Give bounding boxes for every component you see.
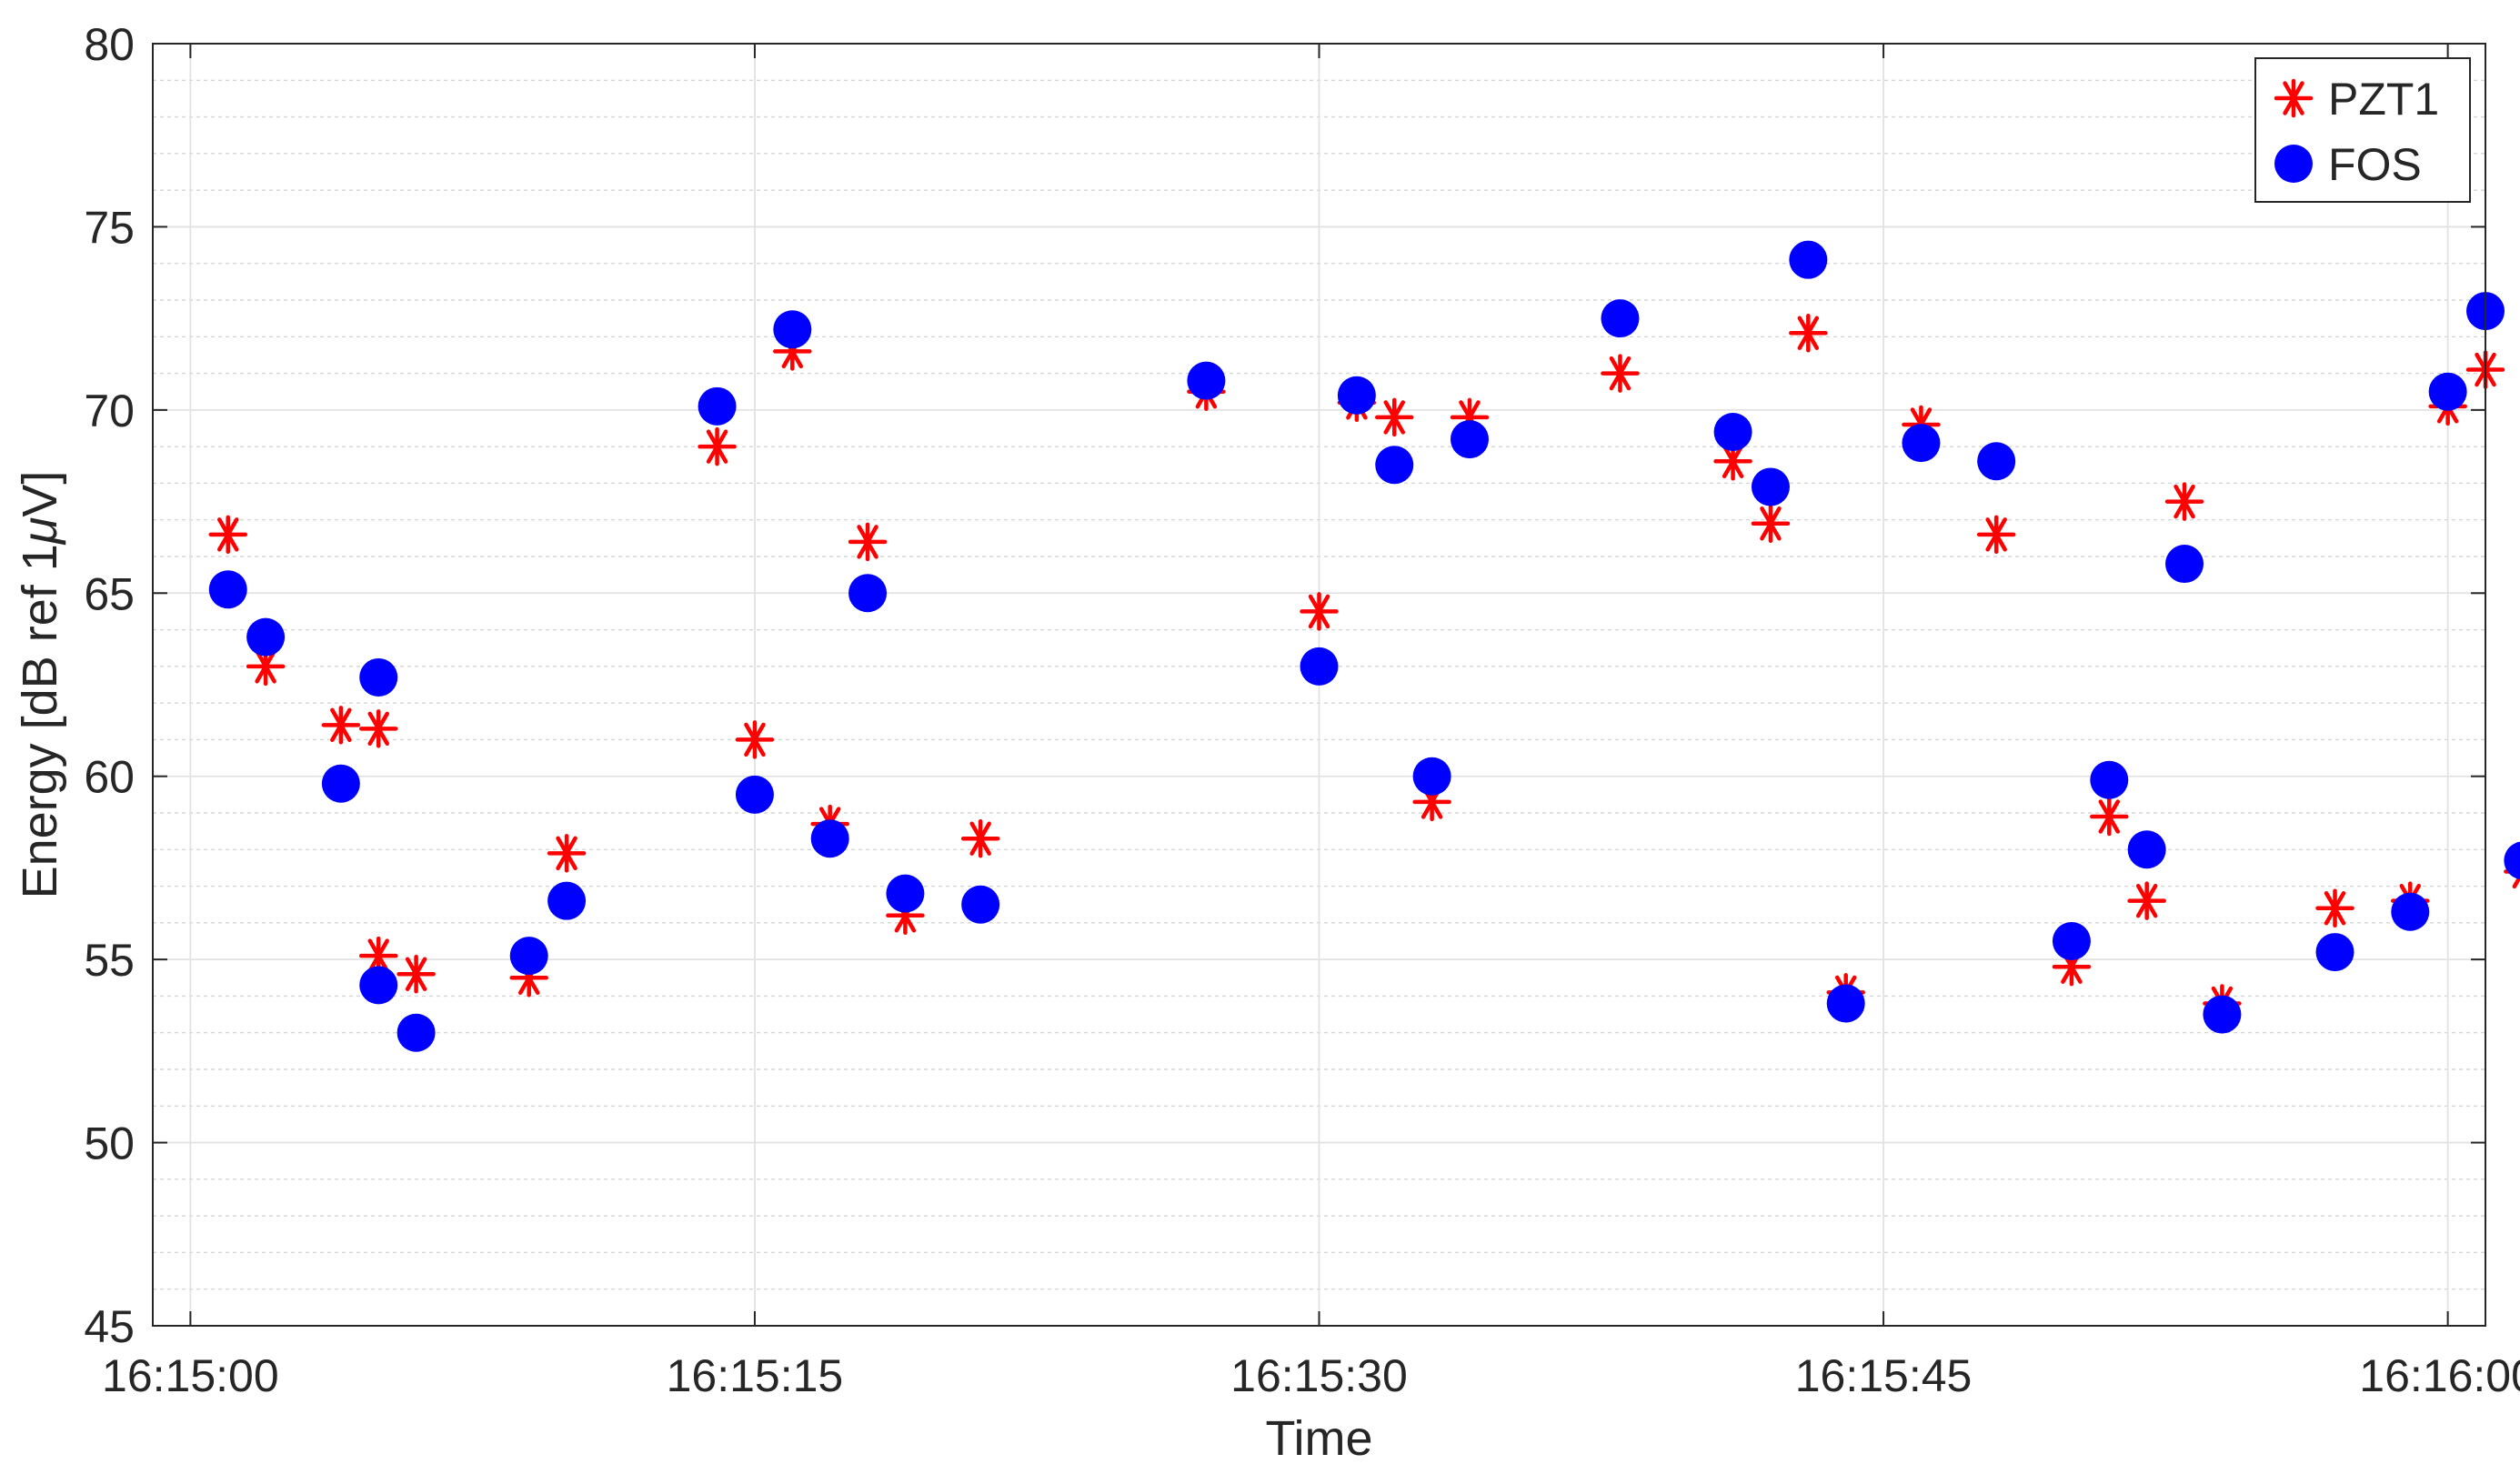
data-point-pzt1 — [2315, 888, 2354, 928]
data-point-fos — [735, 775, 774, 814]
data-point-pzt1 — [698, 426, 737, 466]
data-point-fos — [698, 386, 737, 426]
data-point-pzt1 — [1789, 314, 1828, 353]
x-tick-label: 16:15:15 — [667, 1350, 844, 1401]
y-tick-label: 60 — [84, 752, 135, 803]
data-point-pzt1 — [208, 515, 247, 555]
series-layer — [208, 240, 2520, 1052]
data-point-fos — [1375, 446, 1414, 485]
data-point-fos — [2391, 892, 2430, 931]
x-axis-label: Time — [1266, 1411, 1373, 1466]
data-point-fos — [1337, 376, 1376, 415]
data-point-fos — [848, 574, 888, 613]
data-point-fos — [2203, 995, 2242, 1034]
y-axis-label-main: Energy [dB ref 1 — [13, 544, 67, 898]
data-point-fos — [1751, 467, 1790, 506]
y-tick-labels: 45 50 55 60 65 70 75 80 — [84, 19, 135, 1352]
axis-ticks — [153, 43, 2485, 1327]
data-point-fos — [1412, 757, 1451, 796]
data-point-fos — [397, 1013, 436, 1052]
y-tick-label: 45 — [84, 1301, 135, 1352]
data-point-fos — [359, 657, 398, 697]
data-point-fos — [1713, 413, 1752, 452]
data-point-pzt1 — [2127, 881, 2166, 920]
data-point-fos — [208, 570, 247, 609]
data-point-fos — [1977, 442, 2016, 481]
data-point-fos — [321, 764, 360, 803]
legend-label: PZT1 — [2328, 74, 2439, 125]
x-tick-labels: 16:15:00 16:15:15 16:15:30 16:15:45 16:16:00 — [102, 1350, 2520, 1401]
data-point-pzt1 — [1300, 592, 1339, 631]
y-tick-label: 50 — [84, 1118, 135, 1169]
data-point-pzt1 — [1751, 504, 1791, 543]
data-point-fos — [810, 819, 849, 858]
data-point-fos — [1601, 299, 1640, 338]
data-point-fos — [1300, 647, 1339, 686]
data-point-fos — [2315, 933, 2354, 972]
y-tick-label: 80 — [84, 19, 135, 70]
data-point-fos — [961, 885, 1000, 924]
data-point-pzt1 — [397, 955, 436, 994]
data-point-fos — [1826, 984, 1865, 1023]
legend-label: FOS — [2328, 139, 2422, 190]
data-point-pzt1 — [358, 709, 398, 748]
data-point-fos — [359, 966, 398, 1005]
data-point-fos — [2090, 760, 2129, 799]
data-point-fos — [886, 874, 925, 913]
data-point-pzt1 — [321, 706, 361, 745]
data-point-fos — [2127, 830, 2166, 869]
data-point-fos — [1450, 420, 1489, 459]
x-tick-label: 16:15:00 — [102, 1350, 279, 1401]
data-point-fos — [1187, 361, 1226, 400]
data-point-pzt1 — [1976, 515, 2016, 555]
data-point-fos — [1789, 240, 1828, 279]
data-point-pzt1 — [2164, 482, 2204, 521]
data-point-fos — [246, 617, 286, 657]
data-point-pzt1 — [2090, 797, 2129, 837]
y-tick-label: 70 — [84, 386, 135, 436]
data-point-fos — [2165, 545, 2204, 584]
data-point-fos — [509, 937, 548, 976]
y-axis-label-tail: V] — [13, 471, 67, 517]
data-point-pzt1 — [1601, 354, 1640, 393]
data-point-fos — [2052, 922, 2091, 960]
data-point-fos — [773, 310, 812, 349]
y-axis-label-mu: μ — [13, 517, 67, 546]
data-point-fos — [1902, 424, 1941, 463]
data-point-fos — [2504, 841, 2520, 880]
y-tick-label: 65 — [84, 568, 135, 619]
y-tick-label: 75 — [84, 202, 135, 253]
data-point-pzt1 — [735, 720, 775, 759]
legend-marker-pzt1 — [2274, 78, 2314, 118]
data-point-pzt1 — [960, 818, 1000, 858]
data-point-pzt1 — [1374, 397, 1414, 437]
data-point-fos — [547, 881, 587, 920]
data-point-fos — [2428, 372, 2467, 411]
legend: PZT1 FOS — [2254, 57, 2471, 203]
asterisk-stroke — [2512, 872, 2520, 889]
x-tick-label: 16:15:45 — [1795, 1350, 1973, 1401]
y-axis-label: Energy [dB ref 1μV] — [13, 471, 67, 899]
legend-marker-fos — [2274, 145, 2313, 183]
x-tick-label: 16:16:00 — [2359, 1350, 2520, 1401]
data-point-pzt1 — [848, 522, 888, 562]
data-point-pzt1 — [547, 834, 587, 873]
y-tick-label: 55 — [84, 935, 135, 986]
x-tick-label: 16:15:30 — [1230, 1350, 1408, 1401]
